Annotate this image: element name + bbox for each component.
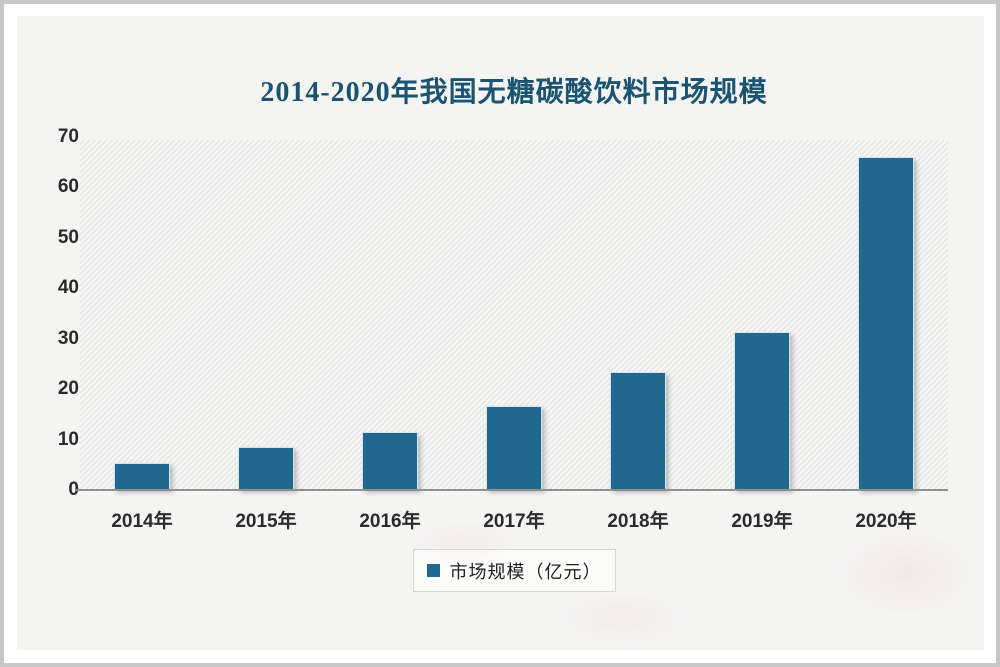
bar-2016年: [362, 432, 418, 490]
y-tick-label: 50: [57, 226, 79, 248]
x-tick-label: 2017年: [483, 511, 545, 532]
legend-box: 市场规模（亿元）: [412, 549, 616, 592]
bar-2015年: [238, 447, 294, 490]
x-tick-label: 2020年: [855, 511, 917, 532]
bar-2018年: [610, 371, 666, 490]
y-tick-label: 30: [57, 327, 79, 349]
y-tick-label: 40: [57, 277, 79, 299]
y-tick-label: 10: [57, 428, 79, 450]
bar-2017年: [486, 405, 542, 490]
watermark-smudge: [557, 591, 687, 646]
legend-row: 市场规模（亿元）: [80, 549, 948, 592]
x-tick-label: 2015年: [235, 511, 297, 532]
legend-marker-square-icon: [426, 564, 440, 577]
bar-2014年: [114, 462, 170, 490]
y-tick-label: 70: [57, 126, 79, 147]
y-tick-label: 0: [68, 479, 79, 500]
x-tick-label: 2019年: [731, 511, 793, 532]
x-axis-line: [76, 489, 948, 491]
x-tick-label: 2014年: [111, 511, 173, 532]
chart-panel: 2014-2020年我国无糖碳酸饮料市场规模 0 10 20 30 40 50 60 70 2…: [17, 16, 984, 650]
chart-title: 2014-2020年我国无糖碳酸饮料市场规模: [260, 77, 768, 108]
y-tick-label: 20: [57, 378, 79, 400]
bar-2019年: [734, 331, 790, 490]
y-tick-label: 60: [57, 176, 79, 198]
x-tick-label: 2016年: [359, 511, 421, 532]
legend-label: 市场规模（亿元）: [449, 561, 602, 582]
bar-2020年: [858, 156, 914, 490]
x-tick-label: 2018年: [607, 511, 669, 532]
